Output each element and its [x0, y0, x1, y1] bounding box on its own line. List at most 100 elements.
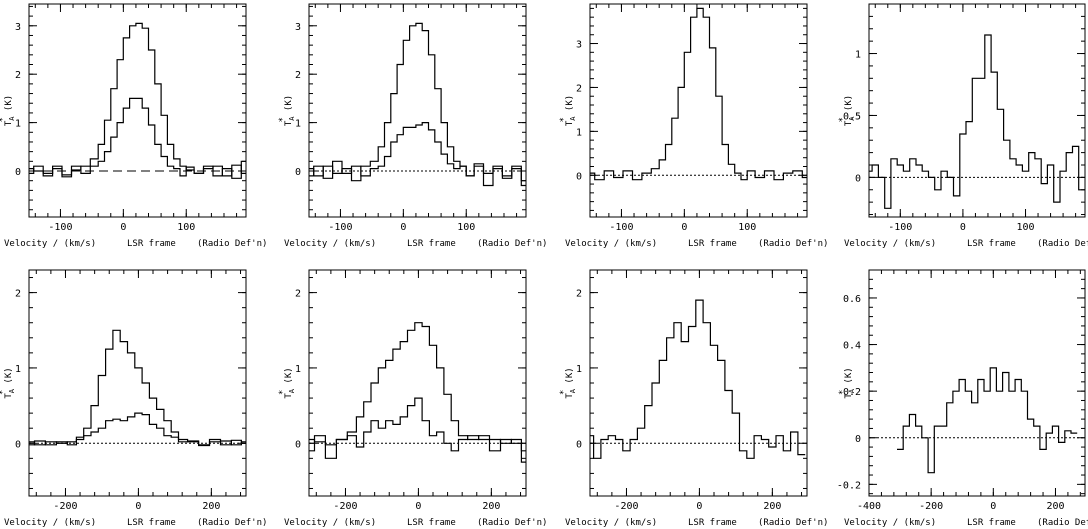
y-tick-label: 3 — [15, 22, 21, 33]
x-tick-label: 100 — [457, 222, 475, 233]
x-tick-label: 0 — [696, 501, 702, 512]
y-tick-label: 0 — [855, 173, 861, 184]
plot-frame — [589, 269, 808, 497]
x-axis-label-part-3: (Radio Def'n) — [197, 518, 267, 528]
spectrum-series-2 — [29, 412, 246, 447]
plot-frame — [308, 269, 527, 497]
x-axis-label-part-2: LSR frame — [127, 518, 176, 528]
y-axis-label: TA*(K) — [0, 95, 16, 126]
spectrum-series-1 — [869, 34, 1085, 209]
y-tick-label: 1 — [15, 119, 21, 130]
y-tick-label: 0 — [295, 439, 301, 450]
x-axis-label-part-2: LSR frame — [688, 518, 737, 528]
y-tick-label: 2 — [15, 289, 21, 300]
x-tick-label: 200 — [1046, 501, 1064, 512]
x-tick-label: 200 — [763, 501, 781, 512]
x-tick-label: 0 — [990, 501, 996, 512]
spectrum-series-1 — [897, 367, 1078, 474]
plot-frame — [28, 269, 247, 497]
plot-frame — [868, 3, 1086, 218]
y-axis-label: TA*(K) — [559, 95, 577, 126]
x-tick-label: 0 — [400, 222, 406, 233]
x-axis-label-part-3: (Radio Def'n) — [1037, 239, 1088, 249]
x-axis-label-part-2: LSR frame — [967, 518, 1016, 528]
y-tick-label: 2 — [576, 83, 582, 94]
spectrum-panel-5: -200 0 200 0 1 2 TA*(K) Velocity / (km/s) LSR fr… — [0, 269, 267, 528]
x-axis-label-part-3: (Radio Def'n) — [758, 518, 828, 528]
spectrum-series-1 — [29, 329, 246, 446]
x-axis-label-part-3: (Radio Def'n) — [758, 239, 828, 249]
spectrum-series-2 — [309, 397, 526, 463]
y-axis-label: TA*(K) — [278, 95, 296, 126]
x-axis-label-part-1: Velocity / (km/s) — [844, 239, 936, 249]
plot-frame — [589, 3, 808, 218]
y-tick-label: 2 — [295, 70, 301, 81]
x-tick-label: 100 — [738, 222, 756, 233]
x-tick-label: 200 — [482, 501, 500, 512]
spectrum-series-1 — [29, 22, 246, 177]
spectrum-series-1 — [590, 299, 806, 459]
x-tick-label: -100 — [328, 222, 352, 233]
spectrum-series-1 — [309, 322, 526, 452]
y-tick-label: 0 — [576, 439, 582, 450]
y-tick-label: 1 — [295, 119, 301, 130]
x-tick-label: 200 — [202, 501, 220, 512]
x-axis-label-part-3: (Radio Def'n) — [1037, 518, 1088, 528]
spectrum-panel-2: -100 0 100 0 1 2 3 TA*(K) Velocity / (km/s) LSR f… — [278, 3, 547, 249]
y-tick-label: 0.6 — [843, 294, 861, 305]
y-tick-label: 1 — [855, 50, 861, 61]
y-axis-label: TA*(K) — [838, 95, 856, 126]
y-tick-label: 0.5 — [843, 111, 861, 122]
y-tick-label: 0 — [295, 167, 301, 178]
x-axis-label-part-1: Velocity / (km/s) — [565, 518, 657, 528]
x-axis-label-part-2: LSR frame — [407, 518, 456, 528]
y-tick-label: 0 — [576, 171, 582, 182]
x-axis-label-part-2: LSR frame — [967, 239, 1016, 249]
y-axis-label: TA*(K) — [838, 367, 856, 398]
x-tick-label: 100 — [1016, 222, 1034, 233]
spectrum-panel-6: -200 0 200 0 1 2 TA*(K) Velocity / (km/s) LSR fr… — [278, 269, 547, 528]
x-tick-label: -200 — [614, 501, 638, 512]
y-tick-label: 1 — [15, 364, 21, 375]
x-tick-label: 0 — [135, 501, 141, 512]
y-tick-label: 0 — [855, 434, 861, 445]
spectrum-series-2 — [29, 97, 246, 179]
x-tick-label: 0 — [681, 222, 687, 233]
y-tick-label: 0 — [15, 167, 21, 178]
y-tick-label: 3 — [295, 22, 301, 33]
x-axis-label-part-1: Velocity / (km/s) — [565, 239, 657, 249]
x-tick-label: -100 — [888, 222, 912, 233]
spectrum-panel-8: -400 -200 0 200 -0.2 0 0.2 0.4 0.6 TA*(K) Velocity… — [837, 269, 1088, 528]
x-tick-label: -200 — [333, 501, 357, 512]
y-tick-label: 2 — [295, 289, 301, 300]
plot-frame — [868, 269, 1086, 497]
x-tick-label: 0 — [415, 501, 421, 512]
spectrum-series-2 — [309, 122, 526, 187]
spectrum-panel-4: -100 0 100 0 0.5 1 TA*(K) Velocity / (km/s) LSR … — [838, 3, 1088, 249]
y-tick-label: 2 — [15, 70, 21, 81]
plot-frame — [28, 3, 247, 218]
spectrum-panel-1: -100 0 100 0 1 2 3 TA*(K) Velocity / (km/s) LSR f… — [0, 3, 267, 249]
x-tick-label: 0 — [960, 222, 966, 233]
spectrum-series-1 — [309, 22, 526, 182]
x-tick-label: -200 — [919, 501, 943, 512]
x-axis-label-part-2: LSR frame — [688, 239, 737, 249]
y-tick-label: 1 — [295, 364, 301, 375]
x-axis-label-part-3: (Radio Def'n) — [477, 518, 547, 528]
x-axis-label-part-1: Velocity / (km/s) — [4, 518, 96, 528]
x-tick-label: 0 — [120, 222, 126, 233]
x-tick-label: 100 — [177, 222, 195, 233]
x-axis-label-part-3: (Radio Def'n) — [197, 239, 267, 249]
y-tick-label: 1 — [576, 364, 582, 375]
y-tick-label: -0.2 — [837, 480, 861, 491]
spectrum-series-1 — [590, 7, 807, 181]
x-tick-label: -100 — [48, 222, 72, 233]
spectrum-panel-3: -100 0 100 0 1 2 3 TA*(K) Velocity / (km/s) LSR f… — [559, 3, 828, 249]
x-axis-label-part-2: LSR frame — [407, 239, 456, 249]
x-tick-label: -100 — [609, 222, 633, 233]
y-tick-label: 0 — [15, 439, 21, 450]
x-tick-label: -400 — [857, 501, 881, 512]
y-tick-label: 3 — [576, 40, 582, 51]
y-axis-label: TA*(K) — [0, 367, 16, 398]
